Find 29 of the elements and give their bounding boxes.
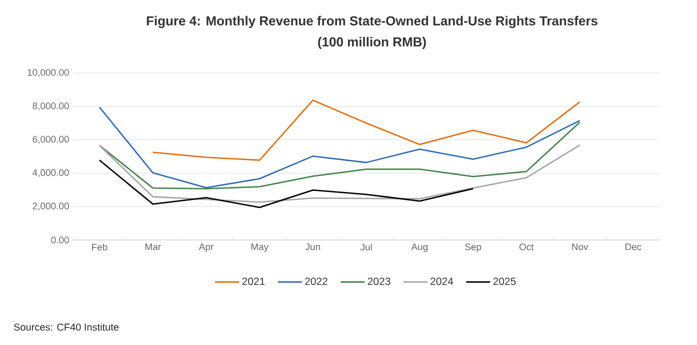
line-series: [152, 100, 580, 161]
x-tick-label: Mar: [145, 244, 161, 250]
x-tick-label: Aug: [411, 244, 428, 252]
legend-label: 2024: [430, 278, 454, 286]
x-tick-label: Sep: [465, 244, 482, 252]
chart-title: Figure 4: Monthly Revenue from State-Owned Land-Use Rights Transfers: [146, 16, 598, 28]
x-tick-label: Jul: [360, 244, 372, 250]
legend-label: 2023: [368, 278, 390, 286]
x-tick-label: Oct: [519, 244, 534, 250]
legend-label: 2021: [242, 278, 265, 286]
y-tick-label: 2,000.00: [32, 202, 69, 211]
legend-label: 2022: [305, 278, 328, 286]
y-tick-label: 0.00: [51, 236, 69, 244]
line-series: [98, 106, 580, 188]
x-tick-label: May: [251, 244, 269, 252]
y-tick-label: 10,000.00: [28, 69, 69, 77]
chart-subtitle: (100 million RMB): [318, 36, 426, 50]
x-tick-label: Dec: [625, 244, 642, 250]
line-series: [98, 144, 580, 203]
legend-label: 2025: [493, 278, 516, 286]
y-tick-label: 6,000.00: [32, 136, 69, 144]
x-tick-label: Nov: [572, 244, 588, 250]
y-tick-label: 4,000.00: [32, 169, 69, 178]
source-note: Sources: CF40 Institute: [14, 323, 119, 331]
x-tick-label: Jun: [305, 244, 320, 250]
x-tick-label: Feb: [92, 244, 108, 250]
y-tick-label: 8,000.00: [32, 102, 69, 110]
line-series: [98, 159, 474, 208]
x-tick-label: Apr: [198, 244, 214, 252]
